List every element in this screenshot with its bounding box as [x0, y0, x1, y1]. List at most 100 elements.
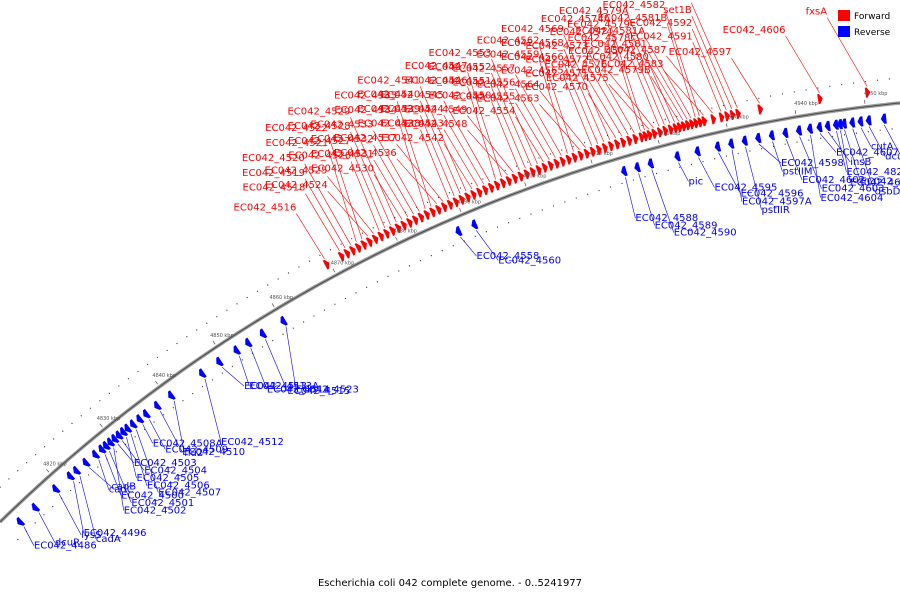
forward-gene-label: EC042_4534 — [334, 105, 397, 116]
forward-gene-label: EC042_4542 — [381, 133, 444, 144]
reverse-gene-label: EC042_4607 — [836, 147, 899, 158]
reverse-gene-label: EC042_4558 — [477, 251, 540, 262]
forward-gene-EC042_4532 — [411, 215, 419, 226]
forward-gene-label: EC042_4535 — [334, 90, 397, 101]
forward-leader-line — [663, 70, 704, 116]
reverse-gene-aspA — [880, 113, 887, 124]
forward-gene-label: EC042_4552 — [429, 62, 492, 73]
forward-gene-EC042_4522 — [360, 240, 367, 250]
forward-leader-line — [491, 101, 520, 171]
forward-leader-line — [666, 55, 713, 114]
reverse-leader-line — [810, 134, 821, 198]
reverse-gene-label: cutA — [871, 142, 894, 153]
reverse-leader-line — [772, 141, 783, 172]
legend: Forward Reverse — [838, 10, 891, 38]
forward-gene-label: EC042_4576 — [545, 60, 608, 71]
reverse-gene-label: EC042_4513A — [249, 381, 319, 392]
axis-ticks: 4820 kbp 4830 kbp 4840 kbp 4850 kbp 4860 kbp… — [43, 91, 887, 473]
forward-gene-label: EC042_4544 — [381, 104, 444, 115]
reverse-gene-EC042_4496 — [66, 471, 76, 481]
reverse-gene-flu2 — [168, 390, 176, 400]
forward-leader-line — [420, 115, 455, 197]
forward-gene-fxsA — [864, 87, 871, 98]
reverse-gene-label: EC042_4486 — [34, 541, 97, 552]
forward-leader-line — [515, 88, 556, 158]
forward-gene-EC042_4546 — [493, 180, 501, 191]
forward-gene-label: EC042_4574A — [541, 14, 611, 25]
forward-leader-line — [588, 51, 635, 134]
reverse-gene-label: pstIIM — [783, 167, 813, 178]
forward-leader-line — [587, 65, 629, 135]
reverse-leader-line — [265, 339, 288, 392]
tick-label: 4920 kbp — [657, 131, 681, 137]
forward-gene-EC042_4526 — [377, 231, 384, 242]
reverse-gene-EC042_4509 — [142, 408, 151, 419]
forward-guide-track — [0, 77, 898, 489]
forward-gene-label: EC042_4579A — [559, 6, 629, 17]
forward-leader-line — [491, 87, 526, 169]
forward-gene-label: EC042_4565 — [501, 66, 564, 77]
forward-gene-EC042_4547 — [499, 178, 506, 189]
reverse-gene-insB — [824, 120, 831, 131]
tick-label: 4860 kbp — [270, 295, 294, 301]
forward-leader-line — [563, 48, 605, 143]
reverse-leader-line — [678, 162, 689, 182]
forward-gene-label: EC042_4525 — [265, 165, 328, 176]
tick-mark — [459, 208, 462, 213]
forward-gene-label: EC042_4566 — [501, 52, 564, 63]
forward-gene-label: EC042_4553 — [429, 48, 492, 59]
forward-gene-label: EC042_4528 — [288, 121, 351, 132]
reverse-gene-label: EC042_4515 — [287, 386, 350, 397]
reverse-gene-label: cadC — [109, 485, 134, 496]
tick-mark — [271, 303, 275, 308]
forward-gene-EC042_4581B — [693, 118, 699, 129]
forward-gene-label: EC042_4543 — [381, 119, 444, 130]
forward-leader-line — [350, 161, 380, 231]
reverse-gene-EC042_4610 — [841, 118, 848, 129]
label-leader-lines — [23, 2, 900, 546]
forward-gene-EC042_4527 — [383, 229, 390, 239]
reverse-leader-line — [23, 526, 35, 546]
forward-leader-line — [692, 42, 722, 112]
forward-leader-line — [612, 38, 641, 132]
legend-reverse-label: Reverse — [854, 28, 891, 38]
reverse-gene-EC042_4560 — [471, 219, 479, 230]
forward-gene-label: EC042_4579B — [581, 65, 651, 76]
reverse-leader-line — [731, 149, 743, 202]
tick-mark — [395, 236, 398, 241]
forward-gene-EC042_4534 — [423, 210, 430, 220]
forward-leader-line — [646, 49, 688, 120]
forward-gene-EC042_4568 — [601, 143, 608, 154]
forward-gene-label: EC042_4520 — [242, 153, 305, 164]
reverse-gene-EC042_4502 — [107, 437, 116, 447]
forward-gene-EC042_4518 — [337, 251, 345, 262]
forward-gene-EC042_4571 — [620, 137, 627, 148]
forward-leader-line — [610, 25, 645, 131]
forward-gene-label: EC042_4527 — [288, 136, 351, 147]
forward-gene-EC042_4555 — [547, 160, 554, 171]
forward-gene-EC042_4519 — [343, 249, 350, 259]
forward-gene-label: EC042_4581A — [575, 26, 645, 37]
reverse-gene-label: EC042_4496 — [84, 528, 147, 539]
reverse-gene-EC042_4590 — [647, 158, 655, 169]
forward-gene-EC042_4548 — [505, 176, 512, 186]
reverse-gene-label: cadB — [111, 482, 136, 493]
tick-mark — [332, 268, 336, 273]
reverse-leader-line — [58, 493, 82, 536]
forward-gene-EC042_4545 — [487, 182, 495, 193]
forward-gene-EC042_4583 — [701, 116, 708, 127]
reverse-gene-label: EC042_4588 — [635, 213, 698, 224]
forward-leader-line — [467, 72, 502, 178]
forward-leader-line — [587, 93, 617, 139]
reverse-gene-label: EC042_4513 — [244, 381, 307, 392]
forward-leader-line — [667, 24, 696, 118]
reverse-gene-EC042_4513A — [233, 345, 242, 355]
reverse-gene-EC042_4607 — [816, 122, 823, 133]
forward-gene-EC042_4536 — [435, 205, 442, 215]
tick-mark — [524, 182, 527, 187]
forward-gene-label: EC042_4581 — [584, 39, 647, 50]
reverse-gene-label: pstIIR — [762, 205, 790, 216]
forward-leader-line — [443, 114, 485, 185]
forward-leader-line — [515, 102, 550, 160]
forward-gene-EC042_4521 — [354, 243, 362, 253]
